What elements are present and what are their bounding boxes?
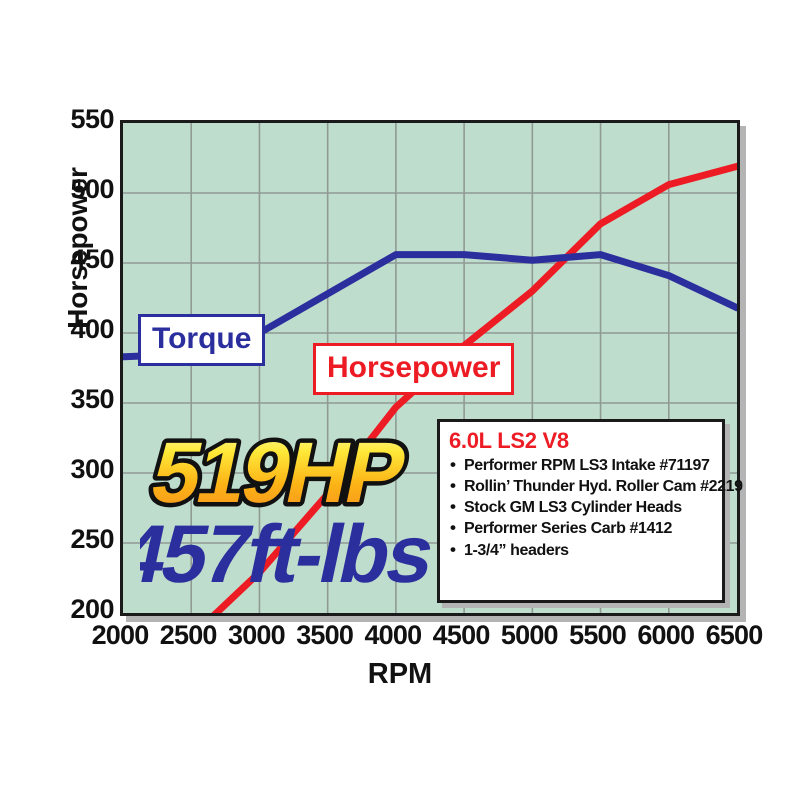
series-line-horsepower — [211, 162, 737, 613]
legend-label-horsepower: Horsepower — [313, 343, 515, 395]
spec-item: 1-3/4” headers — [449, 539, 714, 562]
spec-box: 6.0L LS2 V8 Performer RPM LS3 Intake #71… — [437, 419, 743, 603]
x-tick-5000: 5000 — [500, 620, 559, 650]
spec-box-list: Performer RPM LS3 Intake #71197Rollin’ T… — [449, 454, 743, 562]
y-tick-300: 300 — [70, 454, 114, 484]
x-tick-6500: 6500 — [705, 620, 764, 650]
spec-box-title: 6.0L LS2 V8 — [449, 428, 569, 453]
chart-canvas — [123, 123, 737, 613]
gridlines — [123, 123, 737, 613]
y-axis-title: Horsepower — [62, 167, 93, 329]
y-tick-350: 350 — [70, 384, 114, 414]
x-tick-4000: 4000 — [364, 620, 422, 650]
y-tick-200: 200 — [70, 594, 114, 624]
spec-item: Performer RPM LS3 Intake #71197 — [449, 454, 714, 477]
x-tick-5500: 5500 — [569, 620, 627, 650]
y-tick-450: 450 — [70, 244, 114, 274]
x-tick-3000: 3000 — [228, 620, 286, 650]
y-tick-550: 550 — [70, 104, 114, 134]
y-tick-250: 250 — [70, 524, 114, 554]
x-axis-tick-labels: 2000 2500 3000 3500 4000 4500 5000 5500 6000 6500 — [0, 622, 800, 662]
y-tick-400: 400 — [70, 314, 114, 344]
legend-label-torque: Torque — [138, 314, 266, 366]
x-tick-3500: 3500 — [296, 620, 354, 650]
spec-item: Stock GM LS3 Cylinder Heads — [449, 496, 714, 519]
x-tick-2000: 2000 — [91, 620, 150, 650]
x-tick-6000: 6000 — [637, 620, 695, 650]
y-axis-tick-labels: 200 250 300 350 400 450 500 550 — [22, 0, 114, 800]
x-tick-4500: 4500 — [432, 620, 491, 650]
y-tick-500: 500 — [70, 174, 114, 204]
spec-item: Rollin’ Thunder Hyd. Roller Cam #2219 — [449, 475, 743, 498]
x-tick-2500: 2500 — [159, 620, 218, 650]
x-axis-title: RPM — [367, 658, 433, 690]
spec-item: Performer Series Carb #1412 — [449, 517, 714, 540]
